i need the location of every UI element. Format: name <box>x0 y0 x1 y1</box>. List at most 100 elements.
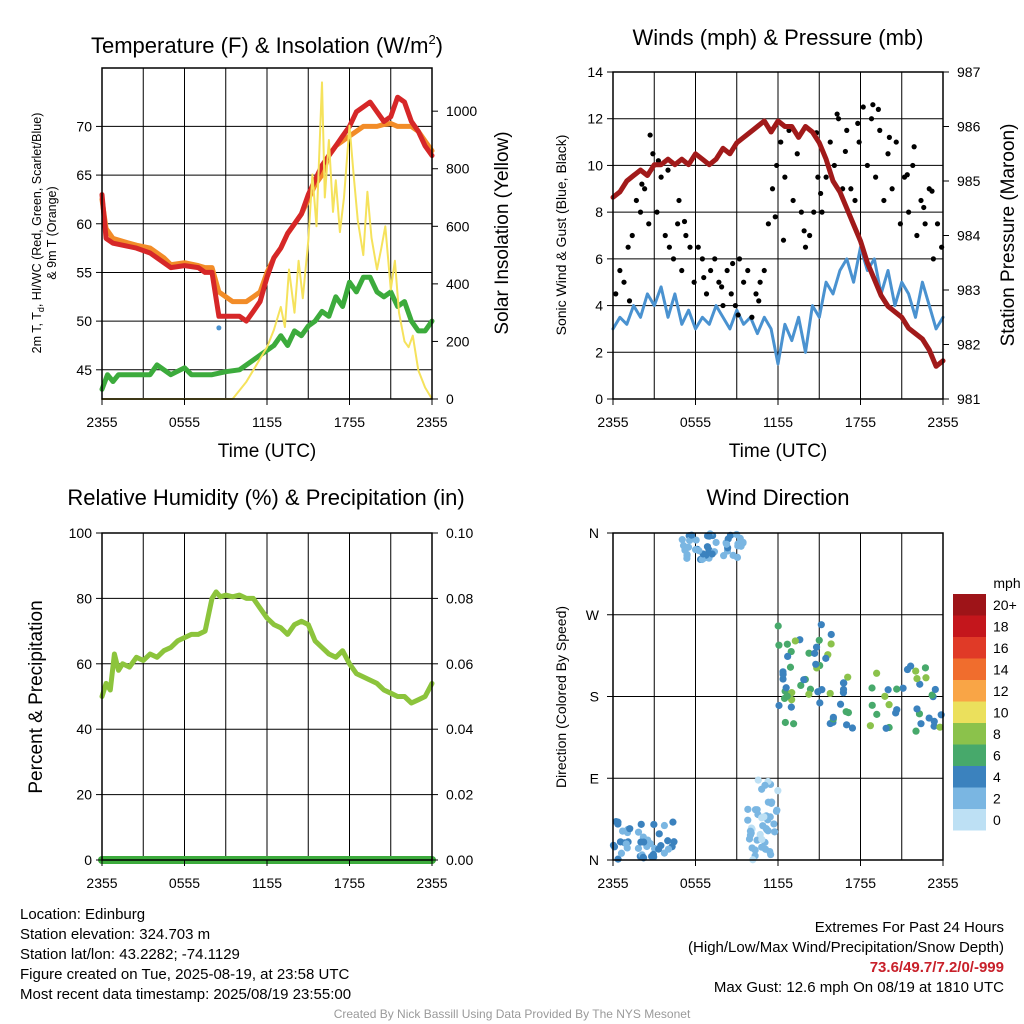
direction-point <box>771 828 779 836</box>
gust-point <box>877 127 883 133</box>
direction-point <box>614 855 622 863</box>
direction-point <box>928 691 936 699</box>
gust-point <box>756 298 762 304</box>
gust-point <box>873 174 879 180</box>
direction-point <box>623 844 631 852</box>
direction-point <box>692 536 700 544</box>
gust-point <box>889 186 895 192</box>
wind-plot: 2355 0555 1155 1755 2355 0 2 4 6 8 10 12 14 981 982 983… <box>587 64 980 430</box>
direction-point <box>921 664 930 672</box>
direction-point <box>774 787 782 795</box>
direction-point <box>748 844 756 852</box>
direction-point <box>805 690 813 698</box>
direction-tick-label: N <box>589 525 599 541</box>
gust-point <box>681 218 688 225</box>
temp-plot: 2355 0555 1155 1755 2355 45 50 55 60 65 70 0 200 400 6… <box>76 67 477 430</box>
direction-point <box>783 640 791 648</box>
direction-point <box>679 542 688 550</box>
gust-point <box>621 279 627 285</box>
gust-point <box>735 312 741 318</box>
direction-point <box>868 684 876 692</box>
direction-point <box>754 776 762 784</box>
speed-legend: mph 20+ 18 16 14 12 10 8 6 4 2 0 <box>953 575 1021 831</box>
direction-point <box>925 714 933 722</box>
gust-point <box>790 197 796 204</box>
gust-point <box>712 256 718 262</box>
gust-point <box>893 139 899 145</box>
wind-y-axis-label: Sonic Wind & Gust (Blue, Black) <box>553 135 569 336</box>
gust-point <box>856 139 862 145</box>
gust-point <box>864 162 870 169</box>
gust-point <box>675 221 681 227</box>
direction-point <box>839 685 848 694</box>
direction-point <box>805 649 813 657</box>
y-tick-label: 14 <box>587 64 603 80</box>
direction-point <box>660 821 669 830</box>
x-tick-label: 2355 <box>86 875 117 891</box>
direction-point <box>930 717 938 726</box>
gust-point <box>835 116 842 122</box>
direction-point <box>912 667 920 675</box>
x-tick-label: 2355 <box>597 414 628 430</box>
direction-point <box>758 785 766 793</box>
direction-point <box>767 799 775 807</box>
gust-point <box>753 291 759 297</box>
gust-point <box>749 314 755 320</box>
direction-point <box>800 676 808 684</box>
direction-point <box>827 630 835 639</box>
gust-point <box>823 174 829 180</box>
direction-point <box>786 663 795 671</box>
direction-point <box>678 536 686 544</box>
gust-point <box>633 197 639 204</box>
direction-point <box>618 827 627 835</box>
legend-label: 18 <box>993 619 1009 635</box>
x-tick-label: 0555 <box>169 875 200 891</box>
gust-point <box>642 186 648 192</box>
y2-tick-label: 983 <box>957 282 981 298</box>
gust-point <box>650 151 656 157</box>
direction-point <box>844 709 853 717</box>
direction-point <box>903 665 912 674</box>
gust-point <box>860 104 866 110</box>
x-tick-label: 1155 <box>763 875 793 891</box>
gust-point <box>728 291 734 297</box>
gust-point <box>842 148 848 155</box>
gust-point <box>807 232 813 239</box>
direction-point <box>791 637 799 645</box>
gust-point <box>852 197 858 204</box>
direction-point <box>892 709 900 717</box>
legend-label: 0 <box>993 812 1001 828</box>
gust-point <box>875 106 881 112</box>
direction-point <box>873 669 881 677</box>
gust-point <box>921 204 927 211</box>
direction-point <box>646 839 654 848</box>
legend-swatch <box>953 766 986 788</box>
yellow-series-line <box>101 81 433 400</box>
gust-point <box>848 186 854 192</box>
gust-point <box>881 197 887 204</box>
direction-point <box>650 820 658 829</box>
direction-point <box>720 552 728 560</box>
gust-point <box>906 209 912 215</box>
extremes-values: 73.6/49.7/7.2/0/-999 <box>869 959 1004 976</box>
gust-point <box>929 188 935 194</box>
wdir-y-axis-label: Direction (Colored By Speed) <box>553 606 569 788</box>
legend-label: 6 <box>993 748 1001 764</box>
direction-point <box>779 670 787 678</box>
y-tick-label: 100 <box>69 525 93 541</box>
direction-tick-label: W <box>586 607 600 623</box>
direction-point <box>775 701 783 710</box>
gust-point <box>699 256 705 262</box>
gust-point <box>691 279 697 285</box>
gust-point <box>617 267 623 274</box>
x-tick-label: 1155 <box>763 414 793 430</box>
rh-series-line <box>99 589 435 706</box>
direction-point <box>734 540 742 548</box>
y-tick-label: 20 <box>76 787 92 803</box>
gust-point <box>639 181 645 187</box>
direction-point <box>759 822 767 830</box>
direction-point <box>913 675 921 683</box>
direction-point <box>840 679 848 687</box>
direction-point <box>736 534 744 542</box>
station-location: Location: Edinburg <box>20 906 146 923</box>
